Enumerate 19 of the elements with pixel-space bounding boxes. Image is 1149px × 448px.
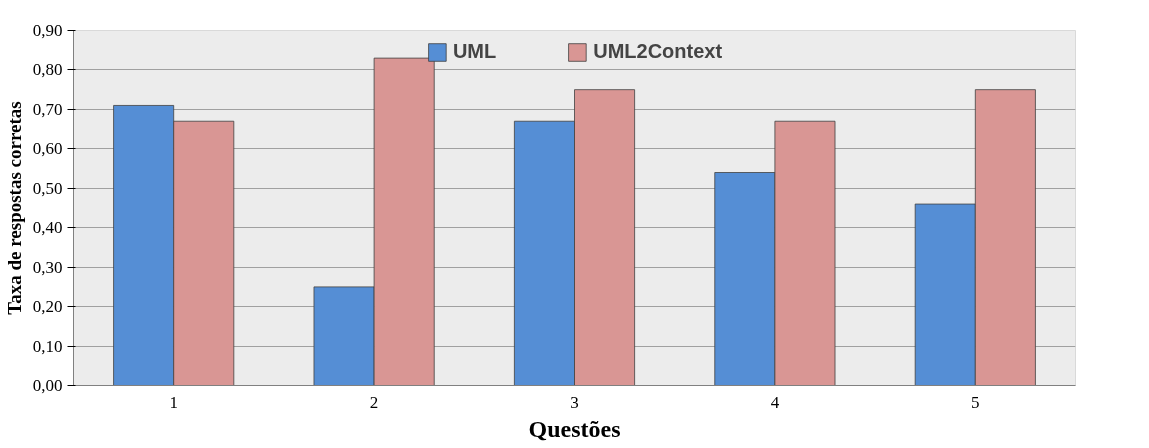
y-tick-label: 0,60 (32, 139, 63, 159)
y-tick-label: 0,70 (32, 99, 63, 119)
y-tick-label: 0,80 (32, 60, 63, 80)
x-axis-title: Questões (528, 415, 621, 442)
y-tick-label: 0,10 (32, 336, 63, 356)
x-tick-label: 4 (770, 392, 780, 412)
x-tick-label: 2 (369, 392, 379, 412)
x-tick-label: 5 (971, 392, 980, 412)
legend-label: UML (452, 40, 497, 63)
y-tick-label: 0,00 (32, 376, 63, 395)
y-axis-title: Taxa de respostas corretas (3, 101, 25, 315)
x-tick-label: 3 (570, 392, 579, 412)
y-tick-label: 0,30 (32, 257, 63, 277)
legend-label: UML2Context (593, 40, 723, 63)
y-tick-label: 0,40 (32, 218, 63, 238)
y-tick-label: 0,20 (32, 297, 63, 317)
y-tick-label: 0,90 (32, 21, 63, 40)
y-tick-label: 0,50 (32, 178, 63, 198)
x-tick-label: 1 (169, 392, 178, 412)
